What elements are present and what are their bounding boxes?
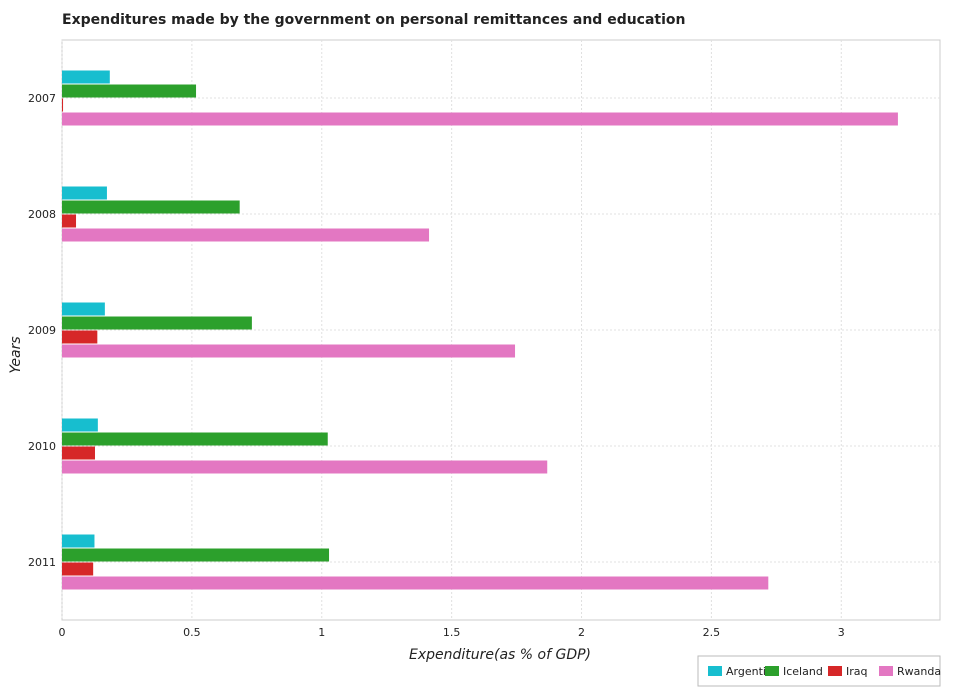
y-tick-label: 2009 [28, 324, 56, 337]
bar-argentina-2011 [62, 534, 95, 548]
x-tick-label: 0 [59, 626, 66, 639]
x-tick-label: 0.5 [183, 626, 201, 639]
bar-iraq-2011 [62, 562, 94, 576]
bar-rwanda-2008 [62, 228, 430, 242]
y-tick-label: 2008 [28, 208, 56, 221]
bar-argentina-2008 [62, 186, 107, 200]
chart-title: Expenditures made by the government on p… [62, 12, 686, 28]
legend-label-rwanda: Rwanda [897, 665, 941, 678]
legend-label-iraq: Iraq [846, 665, 868, 678]
bar-iraq-2007 [62, 98, 64, 112]
bar-iraq-2008 [62, 214, 77, 228]
bar-argentina-2009 [62, 302, 105, 316]
legend: Argentina Iceland Iraq Rwanda [697, 655, 941, 687]
bar-iceland-2010 [62, 432, 328, 446]
y-tick-label: 2010 [28, 440, 56, 453]
x-tick-label: 2.5 [703, 626, 721, 639]
legend-swatch-iraq [828, 666, 842, 676]
bar-iceland-2008 [62, 200, 240, 214]
bar-argentina-2010 [62, 418, 98, 432]
legend-box [697, 655, 941, 687]
bar-rwanda-2010 [62, 460, 548, 474]
legend-swatch-argentina [708, 666, 722, 676]
legend-swatch-rwanda [879, 666, 893, 676]
x-tick-label: 2 [578, 626, 585, 639]
bar-iraq-2009 [62, 330, 98, 344]
bar-rwanda-2009 [62, 344, 516, 358]
plot-area: 0 0.5 1 1.5 2 2.5 3 2007 2008 2009 2010 2011 [28, 39, 941, 639]
x-tick-label: 1.5 [443, 626, 461, 639]
bar-rwanda-2011 [62, 576, 769, 590]
legend-label-iceland: Iceland [783, 665, 823, 678]
bar-rwanda-2007 [62, 112, 898, 126]
y-axis-label: Years [8, 336, 24, 373]
bar-iraq-2010 [62, 446, 95, 460]
y-tick-label: 2011 [28, 556, 56, 569]
x-tick-label: 1 [318, 626, 325, 639]
bar-argentina-2007 [62, 70, 110, 84]
legend-swatch-iceland [765, 666, 779, 676]
plot-frame [61, 39, 941, 621]
x-tick-label: 3 [838, 626, 845, 639]
y-tick-label: 2007 [28, 92, 56, 105]
x-axis-label: Expenditure(as % of GDP) [409, 647, 591, 663]
bar-iceland-2009 [62, 316, 252, 330]
bar-iceland-2007 [62, 84, 197, 98]
bar-iceland-2011 [62, 548, 330, 562]
